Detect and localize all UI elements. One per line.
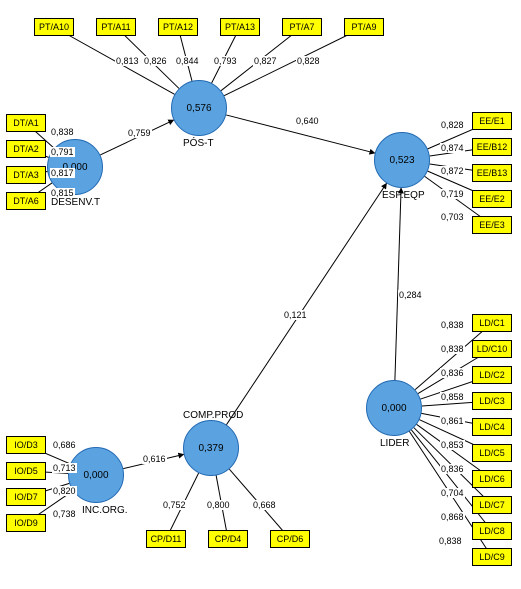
indicator-pt-a13: PT/A13	[220, 18, 260, 36]
loading-weight: 0,817	[50, 168, 75, 178]
pls-path-diagram: 0,0000,5760,5230,3790,0000,000PT/A10PT/A…	[0, 0, 521, 589]
latent-label-compprod: COMP.PROD	[183, 410, 243, 421]
loading-weight: 0,793	[213, 56, 238, 66]
loading-weight: 0,838	[440, 344, 465, 354]
indicator-ee-b13: EE/B13	[472, 164, 512, 182]
loading-weight: 0,826	[143, 56, 168, 66]
indicator-dt-a1: DT/A1	[6, 114, 46, 132]
indicator-dt-a6: DT/A6	[6, 192, 46, 210]
indicator-ee-e3: EE/E3	[472, 216, 512, 234]
path-weight: 0,121	[283, 310, 308, 320]
path-weight: 0,284	[398, 290, 423, 300]
loading-weight: 0,853	[440, 440, 465, 450]
indicator-pt-a7: PT/A7	[282, 18, 322, 36]
latent-label-lider: LIDER	[380, 438, 409, 449]
loading-weight: 0,800	[206, 500, 231, 510]
loading-weight: 0,844	[175, 56, 200, 66]
loading-weight: 0,836	[440, 368, 465, 378]
latent-label-post: PÓS-T	[183, 138, 214, 149]
loading-weight: 0,861	[440, 416, 465, 426]
latent-label-incorg: INC.ORG.	[82, 505, 128, 516]
indicator-cp-d6: CP/D6	[270, 530, 310, 548]
indicator-cp-d4: CP/D4	[208, 530, 248, 548]
indicator-ld-c9: LD/C9	[472, 548, 512, 566]
indicator-io-d7: IO/D7	[6, 488, 46, 506]
loading-weight: 0,836	[440, 464, 465, 474]
latent-label-desenv: DESENV.T	[51, 197, 100, 208]
indicator-dt-a3: DT/A3	[6, 166, 46, 184]
latent-compprod: 0,379	[183, 420, 239, 476]
loading-weight: 0,872	[440, 166, 465, 176]
indicator-pt-a10: PT/A10	[34, 18, 74, 36]
path-weight: 0,759	[127, 128, 152, 138]
indicator-ld-c5: LD/C5	[472, 444, 512, 462]
indicator-ee-e1: EE/E1	[472, 112, 512, 130]
indicator-ld-c6: LD/C6	[472, 470, 512, 488]
indicator-pt-a9: PT/A9	[344, 18, 384, 36]
indicator-pt-a12: PT/A12	[158, 18, 198, 36]
loading-weight: 0,813	[115, 56, 140, 66]
latent-lider: 0,000	[366, 380, 422, 436]
loading-weight: 0,874	[440, 143, 465, 153]
loading-weight: 0,719	[440, 189, 465, 199]
loading-weight: 0,828	[296, 56, 321, 66]
indicator-cp-d11: CP/D11	[146, 530, 186, 548]
loading-weight: 0,668	[252, 500, 277, 510]
loading-weight: 0,858	[440, 392, 465, 402]
loading-weight: 0,686	[52, 440, 77, 450]
indicator-ld-c4: LD/C4	[472, 418, 512, 436]
indicator-ld-c2: LD/C2	[472, 366, 512, 384]
indicator-ld-c7: LD/C7	[472, 496, 512, 514]
loading-weight: 0,752	[162, 500, 187, 510]
indicator-ee-b12: EE/B12	[472, 138, 512, 156]
loading-weight: 0,828	[440, 120, 465, 130]
indicator-ld-c3: LD/C3	[472, 392, 512, 410]
loading-weight: 0,738	[52, 509, 77, 519]
loading-weight: 0,827	[253, 56, 278, 66]
loading-weight: 0,820	[52, 486, 77, 496]
indicator-io-d5: IO/D5	[6, 462, 46, 480]
loading-weight: 0,703	[440, 212, 465, 222]
indicator-io-d3: IO/D3	[6, 436, 46, 454]
loading-weight: 0,713	[52, 463, 77, 473]
loading-weight: 0,838	[438, 536, 463, 546]
indicator-io-d9: IO/D9	[6, 514, 46, 532]
indicator-ee-e2: EE/E2	[472, 190, 512, 208]
latent-espeqp: 0,523	[374, 132, 430, 188]
latent-label-espeqp: ESP.EQP	[382, 190, 425, 201]
loading-weight: 0,838	[440, 320, 465, 330]
loading-weight: 0,791	[50, 147, 75, 157]
indicator-ld-c8: LD/C8	[472, 522, 512, 540]
loading-weight: 0,704	[440, 488, 465, 498]
indicator-dt-a2: DT/A2	[6, 140, 46, 158]
indicator-ld-c10: LD/C10	[472, 340, 512, 358]
indicator-ld-c1: LD/C1	[472, 314, 512, 332]
latent-post: 0,576	[171, 80, 227, 136]
path-weight: 0,640	[295, 116, 320, 126]
loading-weight: 0,838	[50, 127, 75, 137]
path-weight: 0,616	[142, 454, 167, 464]
loading-weight: 0,868	[440, 512, 465, 522]
indicator-pt-a11: PT/A11	[96, 18, 136, 36]
